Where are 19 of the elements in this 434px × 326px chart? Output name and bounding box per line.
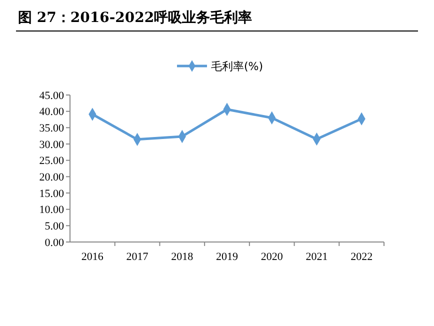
- y-tick-label: 25.00: [39, 155, 64, 168]
- y-tick-label: 35.00: [39, 122, 64, 135]
- y-tick-label: 40.00: [39, 106, 64, 118]
- y-tick-label: 10.00: [39, 204, 64, 216]
- y-tick-label: 0.00: [44, 236, 64, 249]
- x-tick-label: 2017: [126, 251, 149, 263]
- y-tick-label: 20.00: [39, 172, 64, 184]
- y-tick-label: 30.00: [39, 138, 64, 151]
- x-tick-label: 2020: [260, 251, 284, 263]
- y-tick-label: 15.00: [39, 188, 64, 200]
- y-tick-label: 5.00: [44, 220, 64, 233]
- y-tick-label: 45.00: [39, 90, 64, 102]
- x-tick-label: 2019: [216, 251, 238, 263]
- x-tick-label: 2022: [350, 251, 373, 263]
- chart-title: 图 27：2016-2022呼吸业务毛利率: [18, 9, 252, 26]
- legend-label: 毛利率(%): [211, 60, 264, 73]
- x-tick-label: 2016: [81, 251, 104, 263]
- x-tick-label: 2021: [306, 251, 328, 263]
- x-tick-label: 2018: [171, 251, 194, 263]
